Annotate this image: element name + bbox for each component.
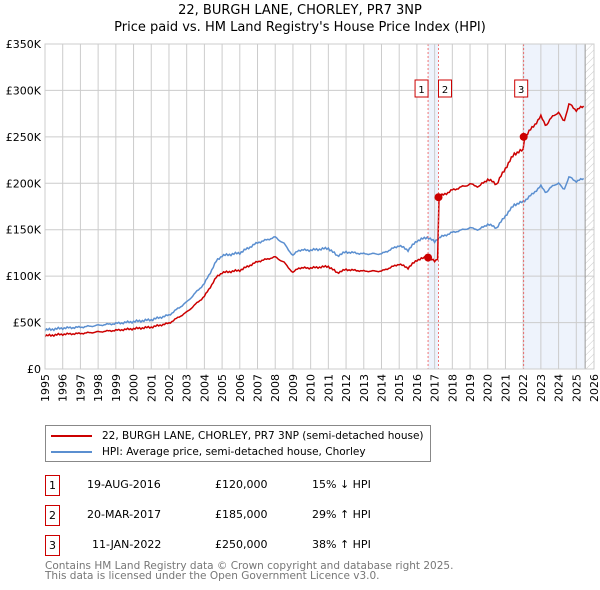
sale-label-box	[414, 79, 429, 98]
sale-label: 1	[418, 85, 424, 96]
plot-frame	[44, 43, 595, 370]
y-tick-label: £50K	[13, 317, 42, 330]
x-tick-label: 2010	[305, 374, 318, 402]
copyright-text: Contains HM Land Registry data © Crown c…	[45, 560, 454, 572]
hpi-delta: 15% ↓ HPI	[312, 478, 371, 491]
x-tick-label: 2009	[287, 374, 300, 402]
x-tick-label: 2006	[234, 374, 247, 402]
footer: Contains HM Land Registry data © Crown c…	[45, 560, 454, 582]
x-tick-label: 2003	[181, 374, 194, 402]
x-tick-label: 2021	[499, 374, 512, 402]
price: £120,000	[215, 478, 268, 491]
x-tick-label: 2007	[252, 374, 265, 402]
marker-badge: 2	[45, 505, 60, 526]
date: 11-JAN-2022	[92, 538, 162, 551]
legend-hpi: HPI: Average price, semi-detached house,…	[51, 444, 366, 459]
y-tick-label: £350K	[6, 38, 42, 51]
chart-title: 22, BURGH LANE, CHORLEY, PR7 3NP Price pa…	[0, 2, 600, 36]
y-tick-label: £250K	[6, 131, 42, 144]
x-tick-label: 2022	[517, 374, 530, 402]
price: £250,000	[215, 538, 268, 551]
x-tick-label: 1996	[57, 374, 70, 402]
legend-swatch-red	[51, 434, 92, 437]
x-tick-label: 2013	[358, 374, 371, 402]
property-price-line	[44, 102, 585, 338]
legend: 22, BURGH LANE, CHORLEY, PR7 3NP (semi-d…	[45, 425, 431, 462]
legend-property: 22, BURGH LANE, CHORLEY, PR7 3NP (semi-d…	[51, 428, 424, 443]
x-tick-label: 2015	[393, 374, 406, 402]
y-tick-label: £100K	[6, 270, 42, 283]
sale-point	[519, 132, 528, 141]
y-tick-label: £300K	[6, 84, 42, 97]
hpi-line	[44, 176, 585, 332]
marker-badge: 1	[45, 475, 60, 496]
x-tick-label: 2001	[145, 374, 158, 402]
legend-label: 22, BURGH LANE, CHORLEY, PR7 3NP (semi-d…	[102, 429, 424, 442]
x-tick-label: 2025	[570, 374, 583, 402]
legend-label: HPI: Average price, semi-detached house,…	[102, 445, 366, 458]
date: 20-MAR-2017	[87, 508, 162, 521]
sale-point	[424, 253, 433, 262]
x-tick-label: 1998	[92, 374, 105, 402]
shaded-period	[523, 44, 586, 369]
x-tick-label: 2024	[553, 374, 566, 402]
x-tick-label: 1997	[74, 374, 87, 402]
x-tick-label: 2017	[429, 374, 442, 402]
title-line: 22, BURGH LANE, CHORLEY, PR7 3NP	[178, 3, 422, 18]
sale-label-box	[438, 79, 453, 98]
x-tick-label: 2026	[588, 374, 600, 402]
x-tick-label: 2019	[464, 374, 477, 402]
subtitle-line: Price paid vs. HM Land Registry's House …	[114, 20, 486, 35]
date: 19-AUG-2016	[87, 478, 161, 491]
x-tick-label: 2005	[216, 374, 229, 402]
sale-label: 3	[518, 85, 524, 96]
future-hatch	[585, 44, 594, 369]
x-tick-label: 2008	[269, 374, 282, 402]
y-tick-label: £200K	[6, 177, 42, 190]
sale-label: 2	[442, 85, 448, 96]
x-tick-label: 2014	[375, 374, 388, 402]
hpi-delta: 38% ↑ HPI	[312, 538, 371, 551]
price-chart: 1995 1996 1997 1998 1999 2000 2001 2002 2003 2004…	[6, 38, 600, 402]
x-tick-label: 2020	[482, 374, 495, 402]
y-tick-label: £0	[27, 363, 41, 376]
licence-text: This data is licensed under the Open Gov…	[45, 570, 380, 582]
x-tick-label: 2002	[163, 374, 176, 402]
price: £185,000	[215, 508, 268, 521]
x-tick-label: 2000	[128, 374, 141, 402]
x-tick-label: 1995	[39, 374, 52, 402]
x-tick-label: 2018	[446, 374, 459, 402]
y-tick-label: £150K	[6, 224, 42, 237]
x-tick-label: 2011	[322, 374, 335, 402]
x-tick-label: 2023	[535, 374, 548, 402]
x-tick-label: 2016	[411, 374, 424, 402]
x-tick-label: 2004	[198, 374, 211, 402]
sale-label-box	[514, 79, 529, 98]
hpi-delta: 29% ↑ HPI	[312, 508, 371, 521]
shaded-period	[428, 44, 439, 369]
legend-swatch-blue	[51, 450, 92, 453]
sale-point	[434, 193, 443, 202]
x-tick-label: 2012	[340, 374, 353, 402]
marker-badge: 3	[45, 535, 60, 556]
x-tick-label: 1999	[110, 374, 123, 402]
